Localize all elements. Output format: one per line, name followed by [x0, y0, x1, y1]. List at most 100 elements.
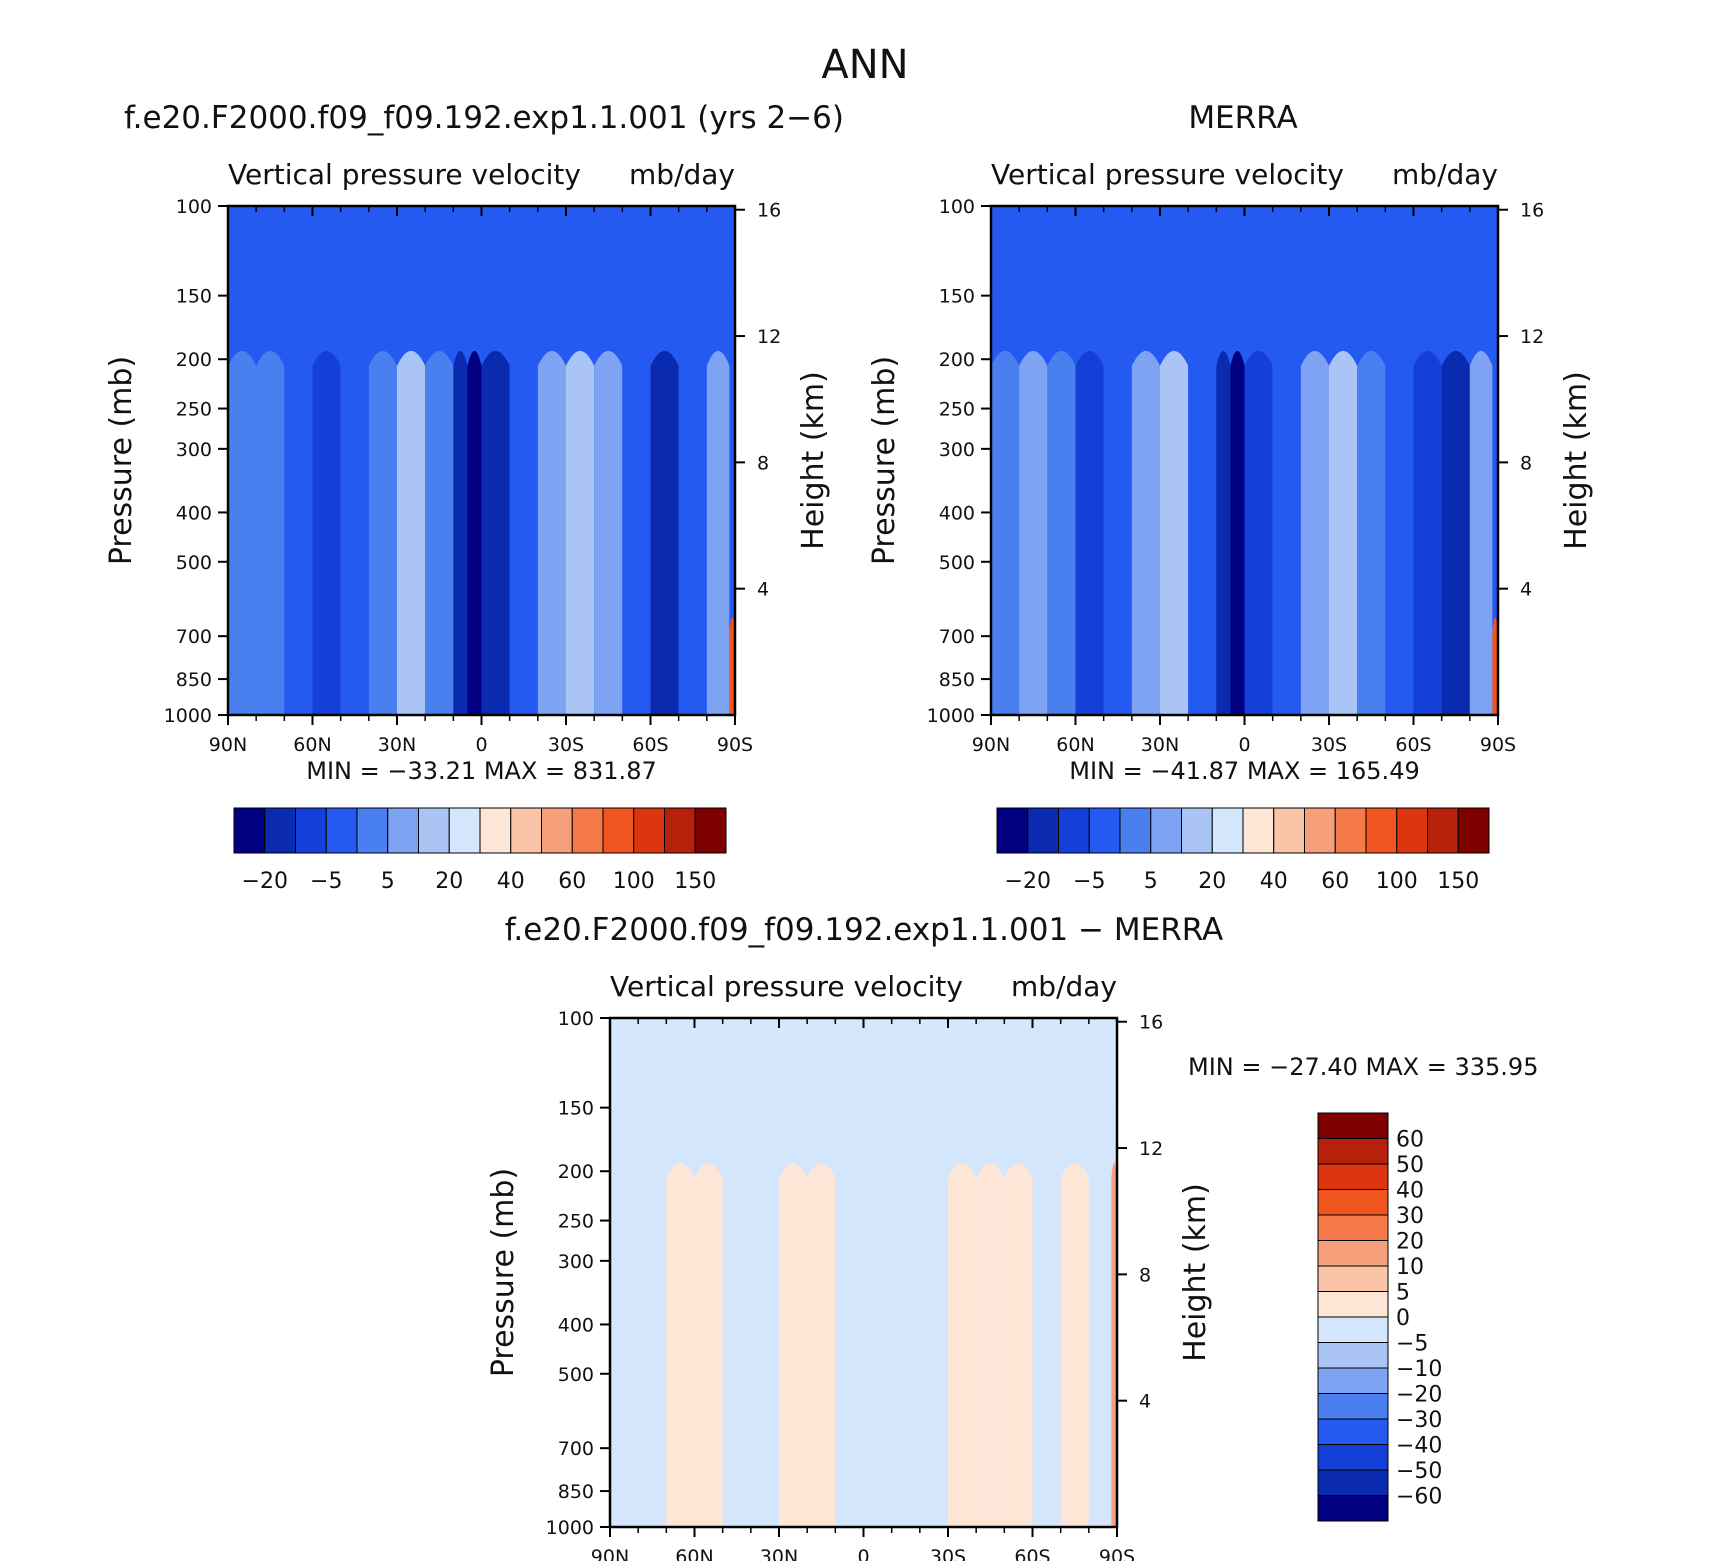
- colorbar-swatch: [1396, 807, 1428, 854]
- colorbar-swatch: [1317, 1444, 1389, 1471]
- contour-band: [1413, 350, 1442, 715]
- x-tick-label: 60S: [1395, 734, 1431, 756]
- colorbar-label: 60: [1396, 1128, 1424, 1153]
- upper-band: [610, 1018, 1117, 1108]
- min-max-stats: MIN = −27.40 MAX = 335.95: [1188, 1053, 1538, 1081]
- x-tick-label: 30S: [930, 1546, 966, 1561]
- contour-band: [1244, 350, 1273, 715]
- panel-units: mb/day: [629, 158, 735, 191]
- y-tick-label: 100: [939, 196, 975, 218]
- colorbar-swatch: [1317, 1291, 1389, 1318]
- contour-band: [228, 350, 257, 715]
- y-tick-label: 400: [176, 502, 212, 524]
- colorbar-label: 40: [497, 869, 525, 894]
- y-tick-label: 500: [939, 552, 975, 574]
- colorbar-label: 40: [1260, 869, 1288, 894]
- colorbar-label: 40: [1396, 1179, 1424, 1204]
- height-tick-label: 12: [757, 326, 781, 348]
- height-tick-label: 16: [757, 200, 781, 222]
- colorbar-label: 100: [1376, 869, 1418, 894]
- colorbar-swatch: [1317, 1469, 1389, 1496]
- y-tick-label: 200: [176, 349, 212, 371]
- colorbar-swatch: [1334, 807, 1367, 854]
- colorbar-swatch: [1317, 1240, 1389, 1267]
- colorbar-swatch: [633, 807, 665, 854]
- contour-band: [807, 1162, 836, 1527]
- panel-title: MERRA: [1188, 100, 1297, 136]
- contour-band: [467, 350, 482, 715]
- contour-band: [368, 350, 397, 715]
- y-tick-label: 200: [558, 1161, 594, 1183]
- colorbar-label: −20: [1396, 1383, 1442, 1408]
- colorbar: −20 −5 5 20 40 60 100 150: [996, 807, 1490, 894]
- colorbar-swatch: [1242, 807, 1275, 854]
- colorbar-swatch: [1027, 807, 1059, 854]
- colorbar-label: 0: [1396, 1306, 1410, 1331]
- x-tick-label: 60N: [1056, 734, 1094, 756]
- contour-band: [666, 1162, 695, 1527]
- colorbar-swatch: [694, 807, 727, 854]
- height-tick-label: 4: [1520, 579, 1532, 601]
- colorbar-swatch: [1317, 1214, 1389, 1241]
- y-tick-label: 1000: [927, 705, 975, 727]
- height-tick-label: 4: [757, 579, 769, 601]
- contour-band: [976, 1162, 1005, 1527]
- x-tick-label: 90S: [717, 734, 753, 756]
- y-tick-label: 400: [558, 1314, 594, 1336]
- colorbar-swatch: [1317, 1189, 1389, 1216]
- colorbar-swatch: [295, 807, 327, 854]
- contour-band: [779, 1162, 808, 1527]
- colorbar-swatch: [387, 807, 419, 854]
- colorbar-label: 60: [1321, 869, 1349, 894]
- contour-band: [729, 617, 735, 715]
- contour-band: [594, 350, 623, 715]
- contour-band: [1300, 350, 1329, 715]
- x-tick-label: 30N: [378, 734, 416, 756]
- y-tick-label: 300: [558, 1251, 594, 1273]
- colorbar-swatch: [1317, 1112, 1389, 1139]
- contour-band: [1160, 350, 1189, 715]
- colorbar-label: −60: [1396, 1485, 1442, 1510]
- panel-subtitle: Vertical pressure velocity: [610, 970, 963, 1003]
- x-tick-label: 0: [1238, 734, 1250, 756]
- colorbar-label: 100: [613, 869, 655, 894]
- contour-band: [425, 350, 454, 715]
- height-tick-label: 8: [1520, 452, 1532, 474]
- colorbar-swatch: [1317, 1393, 1389, 1420]
- colorbar-swatch: [996, 807, 1029, 854]
- colorbar-label: 5: [1396, 1281, 1410, 1306]
- panel-model: f.e20.F2000.f09_f09.192.exp1.1.001 (yrs …: [104, 100, 844, 894]
- contour-band: [566, 350, 595, 715]
- contour-band: [891, 1162, 920, 1527]
- x-tick-label: 60N: [293, 734, 331, 756]
- colorbar-swatch: [1181, 807, 1213, 854]
- colorbar-label: 50: [1396, 1153, 1424, 1178]
- contour-band: [1188, 350, 1217, 715]
- height-tick-label: 8: [1139, 1264, 1151, 1286]
- y-tick-label: 150: [939, 286, 975, 308]
- contour-band: [397, 350, 426, 715]
- y-tick-label: 300: [939, 439, 975, 461]
- x-tick-label: 30N: [1141, 734, 1179, 756]
- height-axis-label: Height (km): [796, 371, 831, 550]
- colorbar-label: −50: [1396, 1459, 1442, 1484]
- contour-band: [1230, 350, 1245, 715]
- colorbar-label: −5: [1073, 869, 1105, 894]
- y-tick-label: 250: [558, 1211, 594, 1233]
- x-tick-label: 60S: [1014, 1546, 1050, 1561]
- upper-band: [228, 206, 735, 296]
- panel-title: f.e20.F2000.f09_f09.192.exp1.1.001 (yrs …: [124, 100, 844, 136]
- y-tick-label: 150: [558, 1098, 594, 1120]
- colorbar-label: 20: [1396, 1230, 1424, 1255]
- y-tick-label: 850: [558, 1481, 594, 1503]
- contour-band: [991, 350, 1020, 715]
- contour-band: [610, 1162, 639, 1527]
- contour-band: [863, 1162, 892, 1527]
- colorbar-swatch: [1317, 1342, 1389, 1369]
- height-tick-label: 16: [1520, 200, 1544, 222]
- colorbar-swatch: [1150, 807, 1182, 854]
- panel-subtitle: Vertical pressure velocity: [228, 158, 581, 191]
